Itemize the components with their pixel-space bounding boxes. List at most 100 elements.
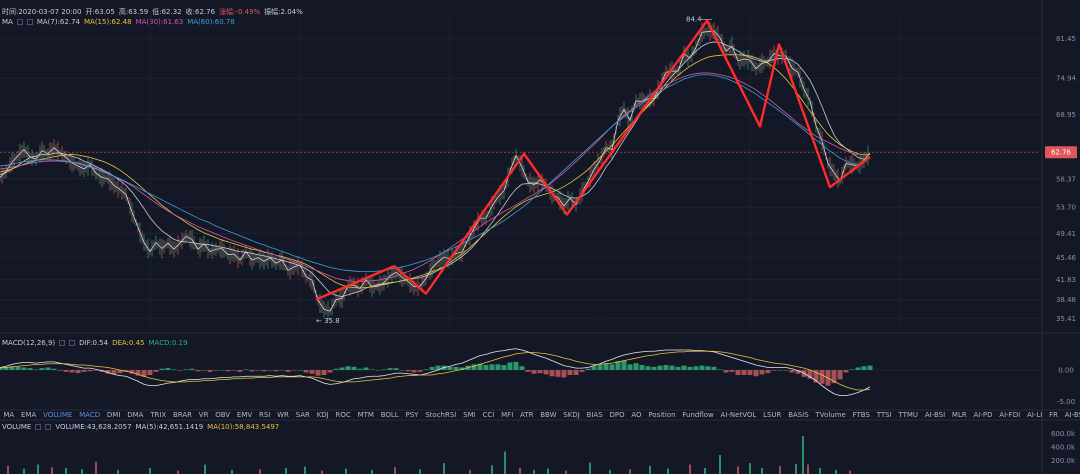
- macd-value: MACD:0.19: [148, 339, 188, 347]
- macd-histogram-bar: [381, 369, 387, 370]
- macd-histogram-bar: [399, 370, 405, 371]
- macd-histogram-bar: [105, 370, 111, 374]
- macd-histogram-bar: [657, 365, 663, 370]
- macd-value: DIF:0.54: [79, 339, 109, 347]
- trend-drawing: [315, 19, 871, 301]
- tab-rsi[interactable]: RSI: [258, 411, 271, 419]
- tab-mlr[interactable]: MLR: [951, 411, 967, 419]
- close-icon[interactable]: [69, 340, 76, 346]
- tab-bbw[interactable]: BBW: [540, 411, 557, 419]
- tab-fr[interactable]: FR: [1049, 411, 1058, 419]
- ma-indicator-name: MA: [2, 18, 13, 26]
- tab-volume[interactable]: VOLUME: [43, 411, 73, 419]
- macd-histogram-bar: [135, 370, 141, 376]
- tab-emv[interactable]: EMV: [236, 411, 253, 419]
- tab-ai-pd[interactable]: AI-PD: [973, 411, 993, 419]
- volume-bar: [394, 467, 396, 474]
- tab-basis[interactable]: BASIS: [788, 411, 809, 419]
- tab-trix[interactable]: TRIX: [150, 411, 167, 419]
- macd-histogram-bar: [765, 370, 771, 374]
- tab-ai-bst[interactable]: AI-BST: [1064, 411, 1080, 419]
- tab-vr[interactable]: VR: [198, 411, 209, 419]
- macd-histogram-bar: [867, 365, 873, 370]
- tab-ttmu[interactable]: TTMU: [898, 411, 919, 419]
- macd-histogram-bar: [303, 370, 309, 373]
- macd-histogram-bar: [645, 366, 651, 370]
- macd-histogram-bar: [3, 366, 9, 370]
- ma60-line: [0, 74, 859, 273]
- tab-tvolume[interactable]: TVolume: [815, 411, 846, 419]
- volume-bar: [609, 469, 611, 474]
- volume-bar: [589, 462, 591, 474]
- volume-bar: [819, 467, 821, 474]
- macd-histogram-bar: [45, 367, 51, 370]
- tab-kdj[interactable]: KDJ: [316, 411, 329, 419]
- macd-histogram-bar: [219, 370, 225, 371]
- tab-fundflow[interactable]: Fundflow: [682, 411, 714, 419]
- macd-histogram-bar: [459, 367, 465, 370]
- macd-histogram-bar: [663, 365, 669, 370]
- settings-icon[interactable]: [16, 19, 23, 25]
- volume-bar: [177, 470, 179, 474]
- tab-dma[interactable]: DMA: [127, 411, 144, 419]
- tab-wr[interactable]: WR: [277, 411, 289, 419]
- macd-histogram-bar: [759, 370, 765, 375]
- macd-histogram-bar: [699, 365, 705, 370]
- volume-bar: [259, 469, 261, 474]
- macd-indicator-name: MACD(12,26,9): [2, 339, 56, 347]
- tab-ma[interactable]: MA: [3, 411, 15, 419]
- macd-histogram-bar: [633, 363, 639, 370]
- tab-bias[interactable]: BIAS: [586, 411, 603, 419]
- tab-skdj[interactable]: SKDJ: [563, 411, 580, 419]
- tab-ao[interactable]: AO: [631, 411, 642, 419]
- tab-ttsi[interactable]: TTSI: [876, 411, 892, 419]
- tab-obv[interactable]: OBV: [215, 411, 231, 419]
- tab-macd[interactable]: MACD: [79, 411, 101, 419]
- tab-position[interactable]: Position: [648, 411, 676, 419]
- tab-ema[interactable]: EMA: [21, 411, 37, 419]
- macd-histogram-bar: [477, 363, 483, 370]
- tab-ftbs[interactable]: FTBS: [852, 411, 870, 419]
- macd-histogram-bar: [237, 370, 243, 372]
- tab-smi[interactable]: SMI: [463, 411, 476, 419]
- tab-ai-li[interactable]: AI-LI: [1026, 411, 1043, 419]
- tab-dpo[interactable]: DPO: [609, 411, 625, 419]
- macd-histogram-bar: [285, 370, 291, 372]
- settings-icon[interactable]: [35, 424, 42, 430]
- tab-cci[interactable]: CCI: [482, 411, 495, 419]
- macd-histogram-bar: [735, 370, 741, 375]
- tab-psy[interactable]: PSY: [405, 411, 419, 419]
- macd-histogram-bar: [351, 366, 357, 370]
- macd-histogram-bar: [483, 365, 489, 370]
- tab-brar[interactable]: BRAR: [172, 411, 193, 419]
- indicator-tab-bar: MA EMA VOLUME MACD DMI DMA TRIX BRAR VR OBV EMV RSI…: [0, 411, 1080, 419]
- macd-histogram-bar: [243, 369, 249, 370]
- tab-ai-netvol[interactable]: AI-NetVOL: [720, 411, 757, 419]
- tab-boll[interactable]: BOLL: [380, 411, 399, 419]
- tab-ai-bsi[interactable]: AI-BSI: [924, 411, 946, 419]
- ma7-line: [0, 41, 871, 297]
- macd-histogram-bar: [231, 370, 237, 371]
- tab-stochrsi[interactable]: StochRSI: [425, 411, 457, 419]
- macd-histogram-bar: [111, 370, 117, 375]
- macd-histogram-bar: [489, 364, 495, 370]
- macd-histogram-bar: [591, 366, 597, 370]
- tab-ai-fdi[interactable]: AI-FDI: [999, 411, 1021, 419]
- tab-lsur[interactable]: LSUR: [763, 411, 782, 419]
- y-tick-label: 35.41: [1056, 315, 1076, 323]
- settings-icon[interactable]: [59, 340, 66, 346]
- tab-mtm[interactable]: MTM: [357, 411, 374, 419]
- tab-dmi[interactable]: DMI: [106, 411, 121, 419]
- tab-sar[interactable]: SAR: [295, 411, 310, 419]
- tab-atr[interactable]: ATR: [520, 411, 534, 419]
- close-icon[interactable]: [45, 424, 52, 430]
- macd-histogram-bar: [723, 370, 729, 373]
- macd-histogram-bar: [321, 370, 327, 375]
- volume-bar: [345, 468, 347, 474]
- macd-histogram-bar: [183, 369, 189, 370]
- close-icon[interactable]: [26, 19, 33, 25]
- macd-histogram-bar: [21, 367, 27, 370]
- tab-roc[interactable]: ROC: [335, 411, 351, 419]
- tab-mfi[interactable]: MFI: [501, 411, 514, 419]
